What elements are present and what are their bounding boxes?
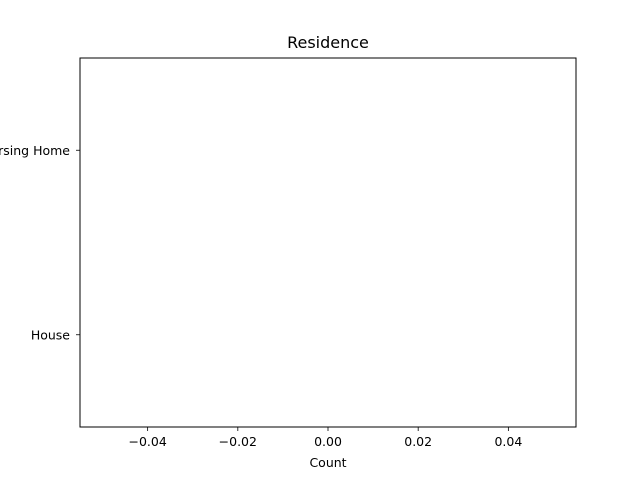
y-tick-label: House	[31, 327, 70, 342]
x-tick-label: 0.00	[314, 434, 342, 449]
chart-title: Residence	[287, 33, 369, 52]
x-tick-label: 0.02	[404, 434, 432, 449]
x-axis-label: Count	[309, 455, 346, 470]
y-axis: House Nursing Home	[0, 143, 80, 342]
y-tick-label: Nursing Home	[0, 143, 70, 158]
x-axis: −0.04 −0.02 0.00 0.02 0.04	[128, 427, 522, 449]
x-tick-label: 0.04	[494, 434, 522, 449]
x-tick-label: −0.02	[219, 434, 257, 449]
plot-area	[80, 58, 576, 427]
x-tick-label: −0.04	[128, 434, 166, 449]
